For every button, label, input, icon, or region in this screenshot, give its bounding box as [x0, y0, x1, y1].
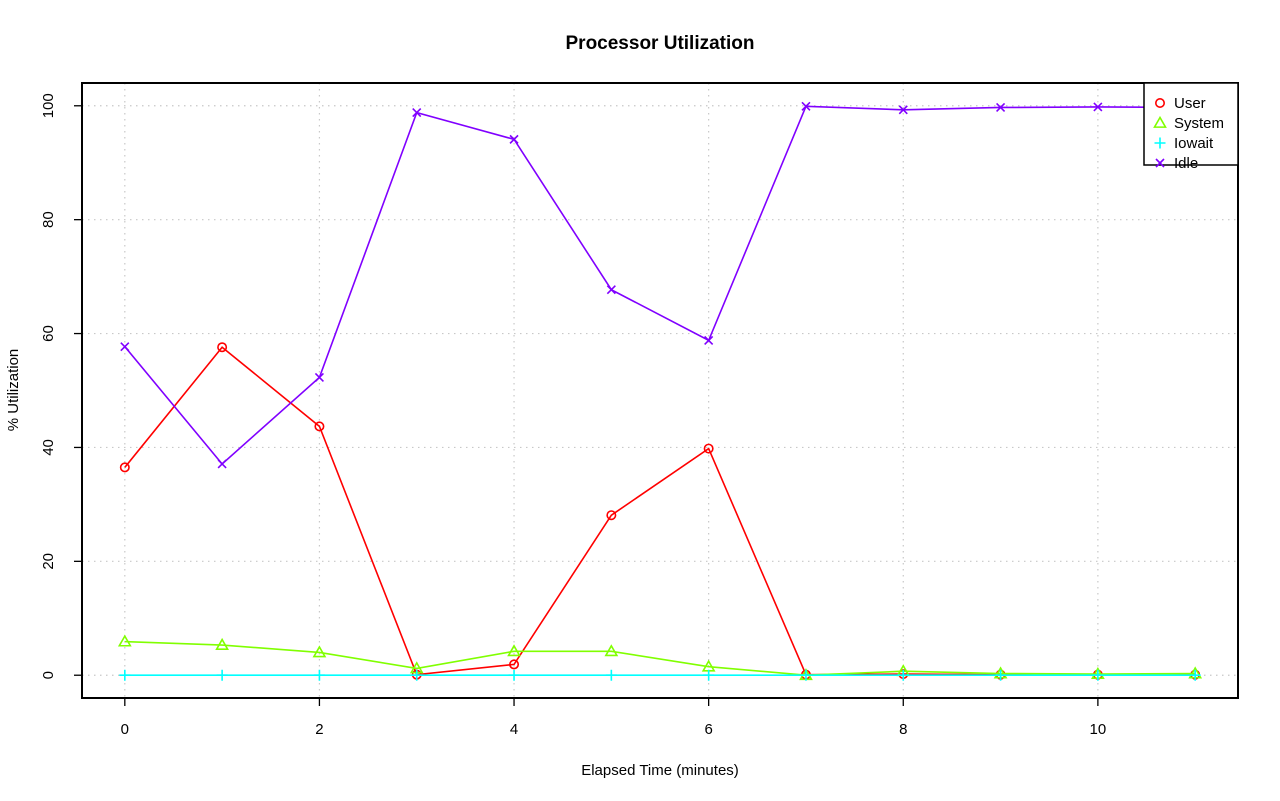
legend-label-system: System: [1174, 115, 1224, 132]
series-iowait: [119, 669, 1201, 681]
legend-label-iowait: Iowait: [1174, 135, 1214, 152]
data-point-iowait: [1189, 669, 1201, 681]
data-point-iowait: [605, 669, 617, 681]
series-system: [117, 634, 1203, 681]
plot-frame: [81, 82, 1239, 699]
y-tick-label: 20: [40, 553, 57, 570]
data-point-idle: [509, 134, 519, 144]
data-point-system: [312, 645, 327, 658]
data-point-iowait: [995, 669, 1007, 681]
data-point-system: [117, 634, 132, 647]
data-point-user: [509, 659, 520, 670]
legend-marker-iowait: [1154, 137, 1166, 149]
data-point-idle: [996, 102, 1006, 113]
data-point-idle: [606, 285, 616, 295]
x-tick-label: 8: [899, 721, 907, 738]
y-tick-label: 0: [40, 671, 57, 679]
legend-marker-user: [1155, 98, 1166, 109]
data-point-user: [703, 443, 714, 454]
data-point-iowait: [119, 669, 131, 681]
data-point-idle: [801, 101, 811, 111]
data-point-system: [215, 637, 229, 650]
y-tick-label: 100: [40, 93, 57, 118]
data-point-idle: [412, 108, 422, 118]
legend-marker-system: [1153, 115, 1167, 128]
chart-title: Processor Utilization: [566, 33, 755, 54]
data-point-user: [606, 510, 617, 521]
data-point-user: [217, 342, 228, 353]
data-point-idle: [898, 105, 908, 115]
y-tick-label: 60: [40, 325, 57, 342]
data-point-iowait: [800, 669, 812, 681]
series-user: [119, 342, 1201, 680]
data-point-idle: [704, 335, 714, 345]
data-point-user: [119, 462, 130, 473]
data-point-iowait: [216, 669, 228, 681]
data-point-iowait: [313, 669, 325, 681]
data-point-idle: [314, 372, 324, 382]
data-point-iowait: [508, 669, 520, 681]
data-point-idle: [120, 342, 130, 352]
legend-label-idle: Idle: [1174, 155, 1198, 172]
data-point-system: [604, 644, 619, 657]
x-axis-label: Elapsed Time (minutes): [581, 762, 739, 779]
y-tick-label: 80: [40, 211, 57, 228]
data-point-idle: [1093, 102, 1103, 112]
data-point-user: [314, 421, 325, 432]
data-point-system: [507, 644, 521, 657]
x-tick-label: 10: [1090, 721, 1107, 738]
data-point-iowait: [897, 669, 909, 681]
data-point-iowait: [411, 669, 423, 681]
legend-box: [1143, 82, 1239, 166]
legend-marker-idle: [1155, 158, 1165, 168]
x-tick-label: 2: [315, 721, 323, 738]
series-line-user: [124, 346, 1196, 676]
x-tick-label: 0: [121, 721, 129, 738]
x-tick-label: 6: [704, 721, 712, 738]
legend: User System Iowait Idle: [1143, 82, 1239, 172]
y-axis-label: % Utilization: [5, 349, 22, 432]
data-point-idle: [217, 459, 227, 469]
data-point-iowait: [1092, 669, 1104, 681]
series-line-system: [124, 640, 1196, 677]
data-point-iowait: [703, 669, 715, 681]
y-tick-label: 40: [40, 439, 57, 456]
series-line-idle: [124, 105, 1196, 466]
series-idle: [120, 101, 1200, 469]
legend-label-user: User: [1174, 95, 1206, 112]
grid-lines: [82, 83, 1238, 698]
series-layer: [117, 101, 1203, 681]
x-tick-label: 4: [510, 721, 518, 738]
